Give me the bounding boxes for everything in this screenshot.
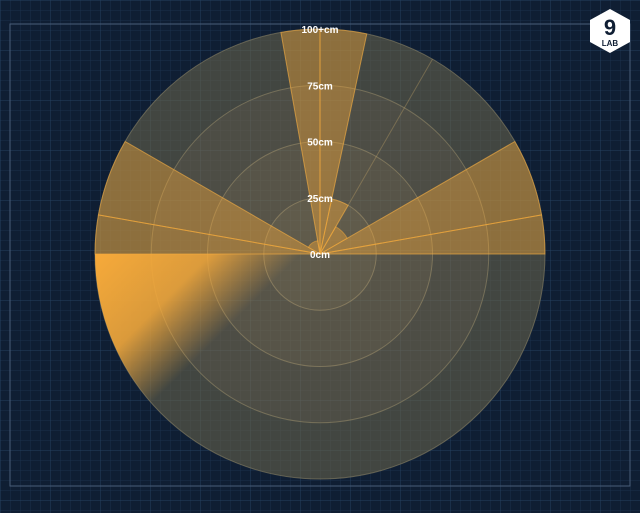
- tick-label-2: 50cm: [307, 138, 333, 149]
- sector-10: [280, 28, 321, 255]
- lab-logo: 9 LAB: [588, 8, 632, 54]
- sector-6: [95, 254, 320, 479]
- sector-1: [319, 198, 349, 255]
- tick-label-3: 75cm: [307, 81, 333, 92]
- sector-4: [319, 214, 546, 255]
- logo-word: LAB: [602, 39, 619, 48]
- sector-marks: [94, 28, 546, 479]
- sector-8: [97, 140, 321, 255]
- logo-number: 9: [604, 15, 616, 40]
- plot-frame: [9, 23, 631, 487]
- tick-label-1: 25cm: [307, 194, 333, 205]
- tick-label-4: 100+cm: [302, 25, 339, 36]
- range-tick-labels: 0cm 25cm 50cm 75cm 100+cm: [302, 25, 339, 261]
- tick-label-0: 0cm: [310, 250, 330, 261]
